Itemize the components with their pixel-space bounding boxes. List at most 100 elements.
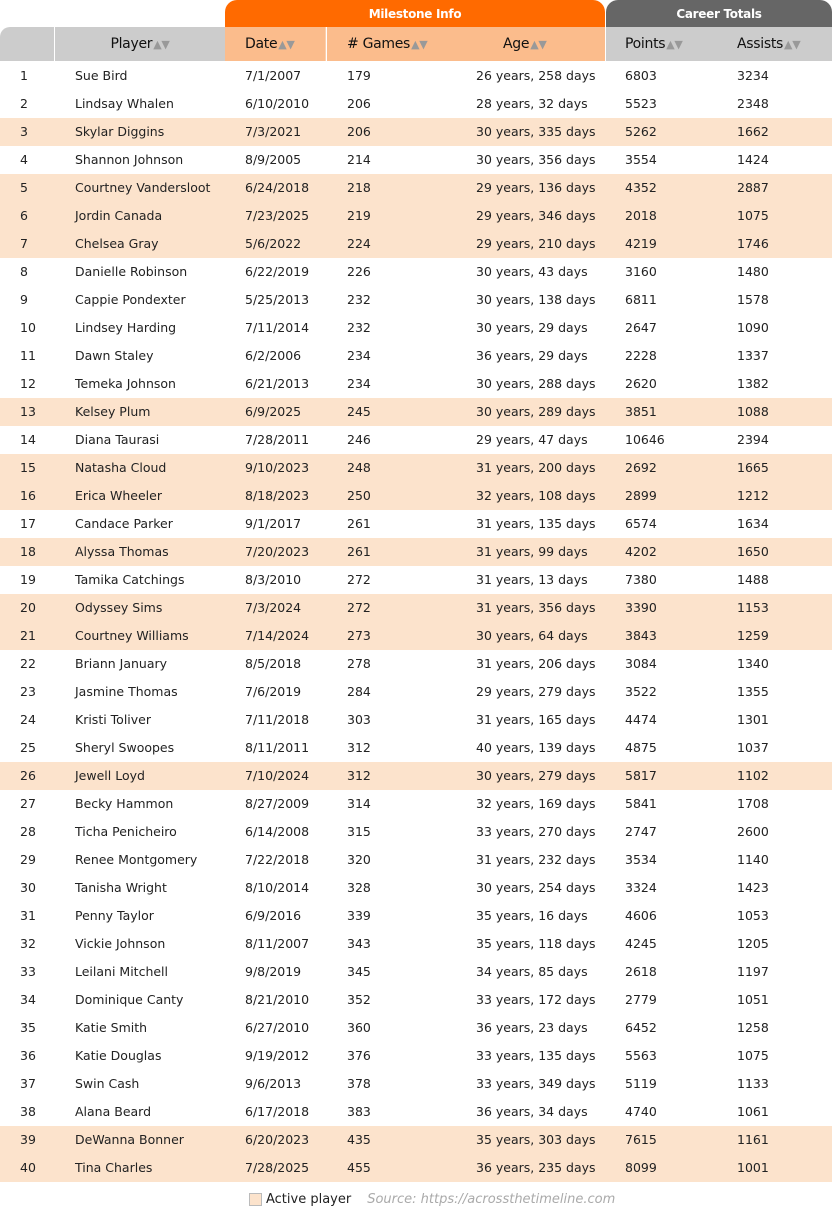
cell-player: Sheryl Swoopes (75, 740, 175, 755)
header-games[interactable]: # Games ▲▼ (327, 27, 470, 61)
cell-player: Renee Montgomery (75, 852, 198, 867)
cell-age: 30 years, 64 days (476, 628, 588, 643)
header-player[interactable]: Player ▲▼ (55, 27, 225, 61)
cell-rank: 36 (20, 1048, 36, 1063)
header-age[interactable]: Age ▲▼ (470, 27, 605, 61)
cell-points: 3534 (625, 852, 657, 867)
header-label: Player (110, 36, 153, 52)
cell-points: 3554 (625, 152, 657, 167)
cell-points: 2228 (625, 348, 657, 363)
cell-assists: 1480 (737, 264, 769, 279)
cell-points: 4245 (625, 936, 657, 951)
sort-arrows-icon[interactable]: ▲▼ (784, 37, 801, 51)
cell-games: 273 (347, 628, 371, 643)
cell-date: 7/28/2025 (245, 1160, 310, 1175)
cell-assists: 1665 (737, 460, 769, 475)
cell-games: 360 (347, 1020, 371, 1035)
cell-assists: 1301 (737, 712, 769, 727)
cell-points: 4606 (625, 908, 657, 923)
cell-games: 343 (347, 936, 371, 951)
cell-assists: 1140 (737, 852, 769, 867)
cell-player: Briann January (75, 656, 168, 671)
cell-age: 29 years, 346 days (476, 208, 596, 223)
cell-assists: 2600 (737, 824, 769, 839)
header-points[interactable]: Points ▲▼ (606, 27, 720, 61)
cell-games: 376 (347, 1048, 371, 1063)
cell-age: 33 years, 270 days (476, 824, 596, 839)
sort-arrows-icon[interactable]: ▲▼ (153, 37, 170, 51)
table-row: 15 Natasha Cloud 9/10/2023 248 31 years, 200… (0, 454, 832, 482)
table-row: 10 Lindsey Harding 7/11/2014 232 30 years, 2… (0, 314, 832, 342)
cell-points: 10646 (625, 432, 665, 447)
cell-rank: 25 (20, 740, 36, 755)
cell-assists: 1746 (737, 236, 769, 251)
cell-assists: 1090 (737, 320, 769, 335)
cell-age: 30 years, 279 days (476, 768, 596, 783)
cell-age: 34 years, 85 days (476, 964, 588, 979)
cell-rank: 35 (20, 1020, 36, 1035)
cell-points: 6452 (625, 1020, 657, 1035)
cell-assists: 1153 (737, 600, 769, 615)
table-row: 13 Kelsey Plum 6/9/2025 245 30 years, 289 da… (0, 398, 832, 426)
table-row: 23 Jasmine Thomas 7/6/2019 284 29 years, 279… (0, 678, 832, 706)
cell-games: 234 (347, 348, 371, 363)
cell-points: 7615 (625, 1132, 657, 1147)
cell-assists: 1650 (737, 544, 769, 559)
cell-points: 2692 (625, 460, 657, 475)
cell-assists: 1424 (737, 152, 769, 167)
cell-assists: 1578 (737, 292, 769, 307)
cell-games: 250 (347, 488, 371, 503)
table-row: 36 Katie Douglas 9/19/2012 376 33 years, 135… (0, 1042, 832, 1070)
cell-player: Katie Smith (75, 1020, 148, 1035)
sort-arrows-icon[interactable]: ▲▼ (530, 37, 547, 51)
cell-games: 284 (347, 684, 371, 699)
table-row: 11 Dawn Staley 6/2/2006 234 36 years, 29 day… (0, 342, 832, 370)
cell-games: 234 (347, 376, 371, 391)
cell-assists: 1001 (737, 1160, 769, 1175)
sort-arrows-icon[interactable]: ▲▼ (411, 37, 428, 51)
cell-rank: 11 (20, 348, 36, 363)
table-row: 35 Katie Smith 6/27/2010 360 36 years, 23 da… (0, 1014, 832, 1042)
cell-player: Kristi Toliver (75, 712, 152, 727)
cell-assists: 1340 (737, 656, 769, 671)
header-assists[interactable]: Assists ▲▼ (720, 27, 832, 61)
cell-rank: 12 (20, 376, 36, 391)
table-row: 19 Tamika Catchings 8/3/2010 272 31 years, 1… (0, 566, 832, 594)
cell-player: Skylar Diggins (75, 124, 165, 139)
cell-points: 5817 (625, 768, 657, 783)
cell-points: 5841 (625, 796, 657, 811)
cell-points: 2018 (625, 208, 657, 223)
cell-assists: 1382 (737, 376, 769, 391)
cell-date: 6/9/2016 (245, 908, 302, 923)
table-row: 9 Cappie Pondexter 5/25/2013 232 30 years, 1… (0, 286, 832, 314)
cell-age: 31 years, 356 days (476, 600, 596, 615)
cell-date: 9/19/2012 (245, 1048, 310, 1063)
cell-assists: 1102 (737, 768, 769, 783)
cell-player: Kelsey Plum (75, 404, 151, 419)
cell-date: 6/21/2013 (245, 376, 310, 391)
table-row: 17 Candace Parker 9/1/2017 261 31 years, 135… (0, 510, 832, 538)
sort-arrows-icon[interactable]: ▲▼ (666, 37, 683, 51)
cell-age: 33 years, 172 days (476, 992, 596, 1007)
cell-player: Cappie Pondexter (75, 292, 186, 307)
cell-points: 3084 (625, 656, 657, 671)
cell-player: Lindsey Harding (75, 320, 177, 335)
cell-age: 36 years, 29 days (476, 348, 588, 363)
cell-rank: 37 (20, 1076, 36, 1091)
cell-points: 4202 (625, 544, 657, 559)
header-date[interactable]: Date ▲▼ (225, 27, 326, 61)
cell-date: 6/10/2010 (245, 96, 310, 111)
cell-rank: 27 (20, 796, 36, 811)
cell-games: 261 (347, 544, 371, 559)
cell-points: 4352 (625, 180, 657, 195)
cell-date: 8/27/2009 (245, 796, 310, 811)
cell-age: 31 years, 165 days (476, 712, 596, 727)
table-row: 2 Lindsay Whalen 6/10/2010 206 28 years, 32 … (0, 90, 832, 118)
sort-arrows-icon[interactable]: ▲▼ (278, 37, 295, 51)
cell-points: 3522 (625, 684, 657, 699)
cell-date: 7/22/2018 (245, 852, 310, 867)
cell-date: 7/3/2021 (245, 124, 302, 139)
cell-date: 9/1/2017 (245, 516, 302, 531)
cell-age: 36 years, 34 days (476, 1104, 588, 1119)
cell-player: Tanisha Wright (75, 880, 167, 895)
